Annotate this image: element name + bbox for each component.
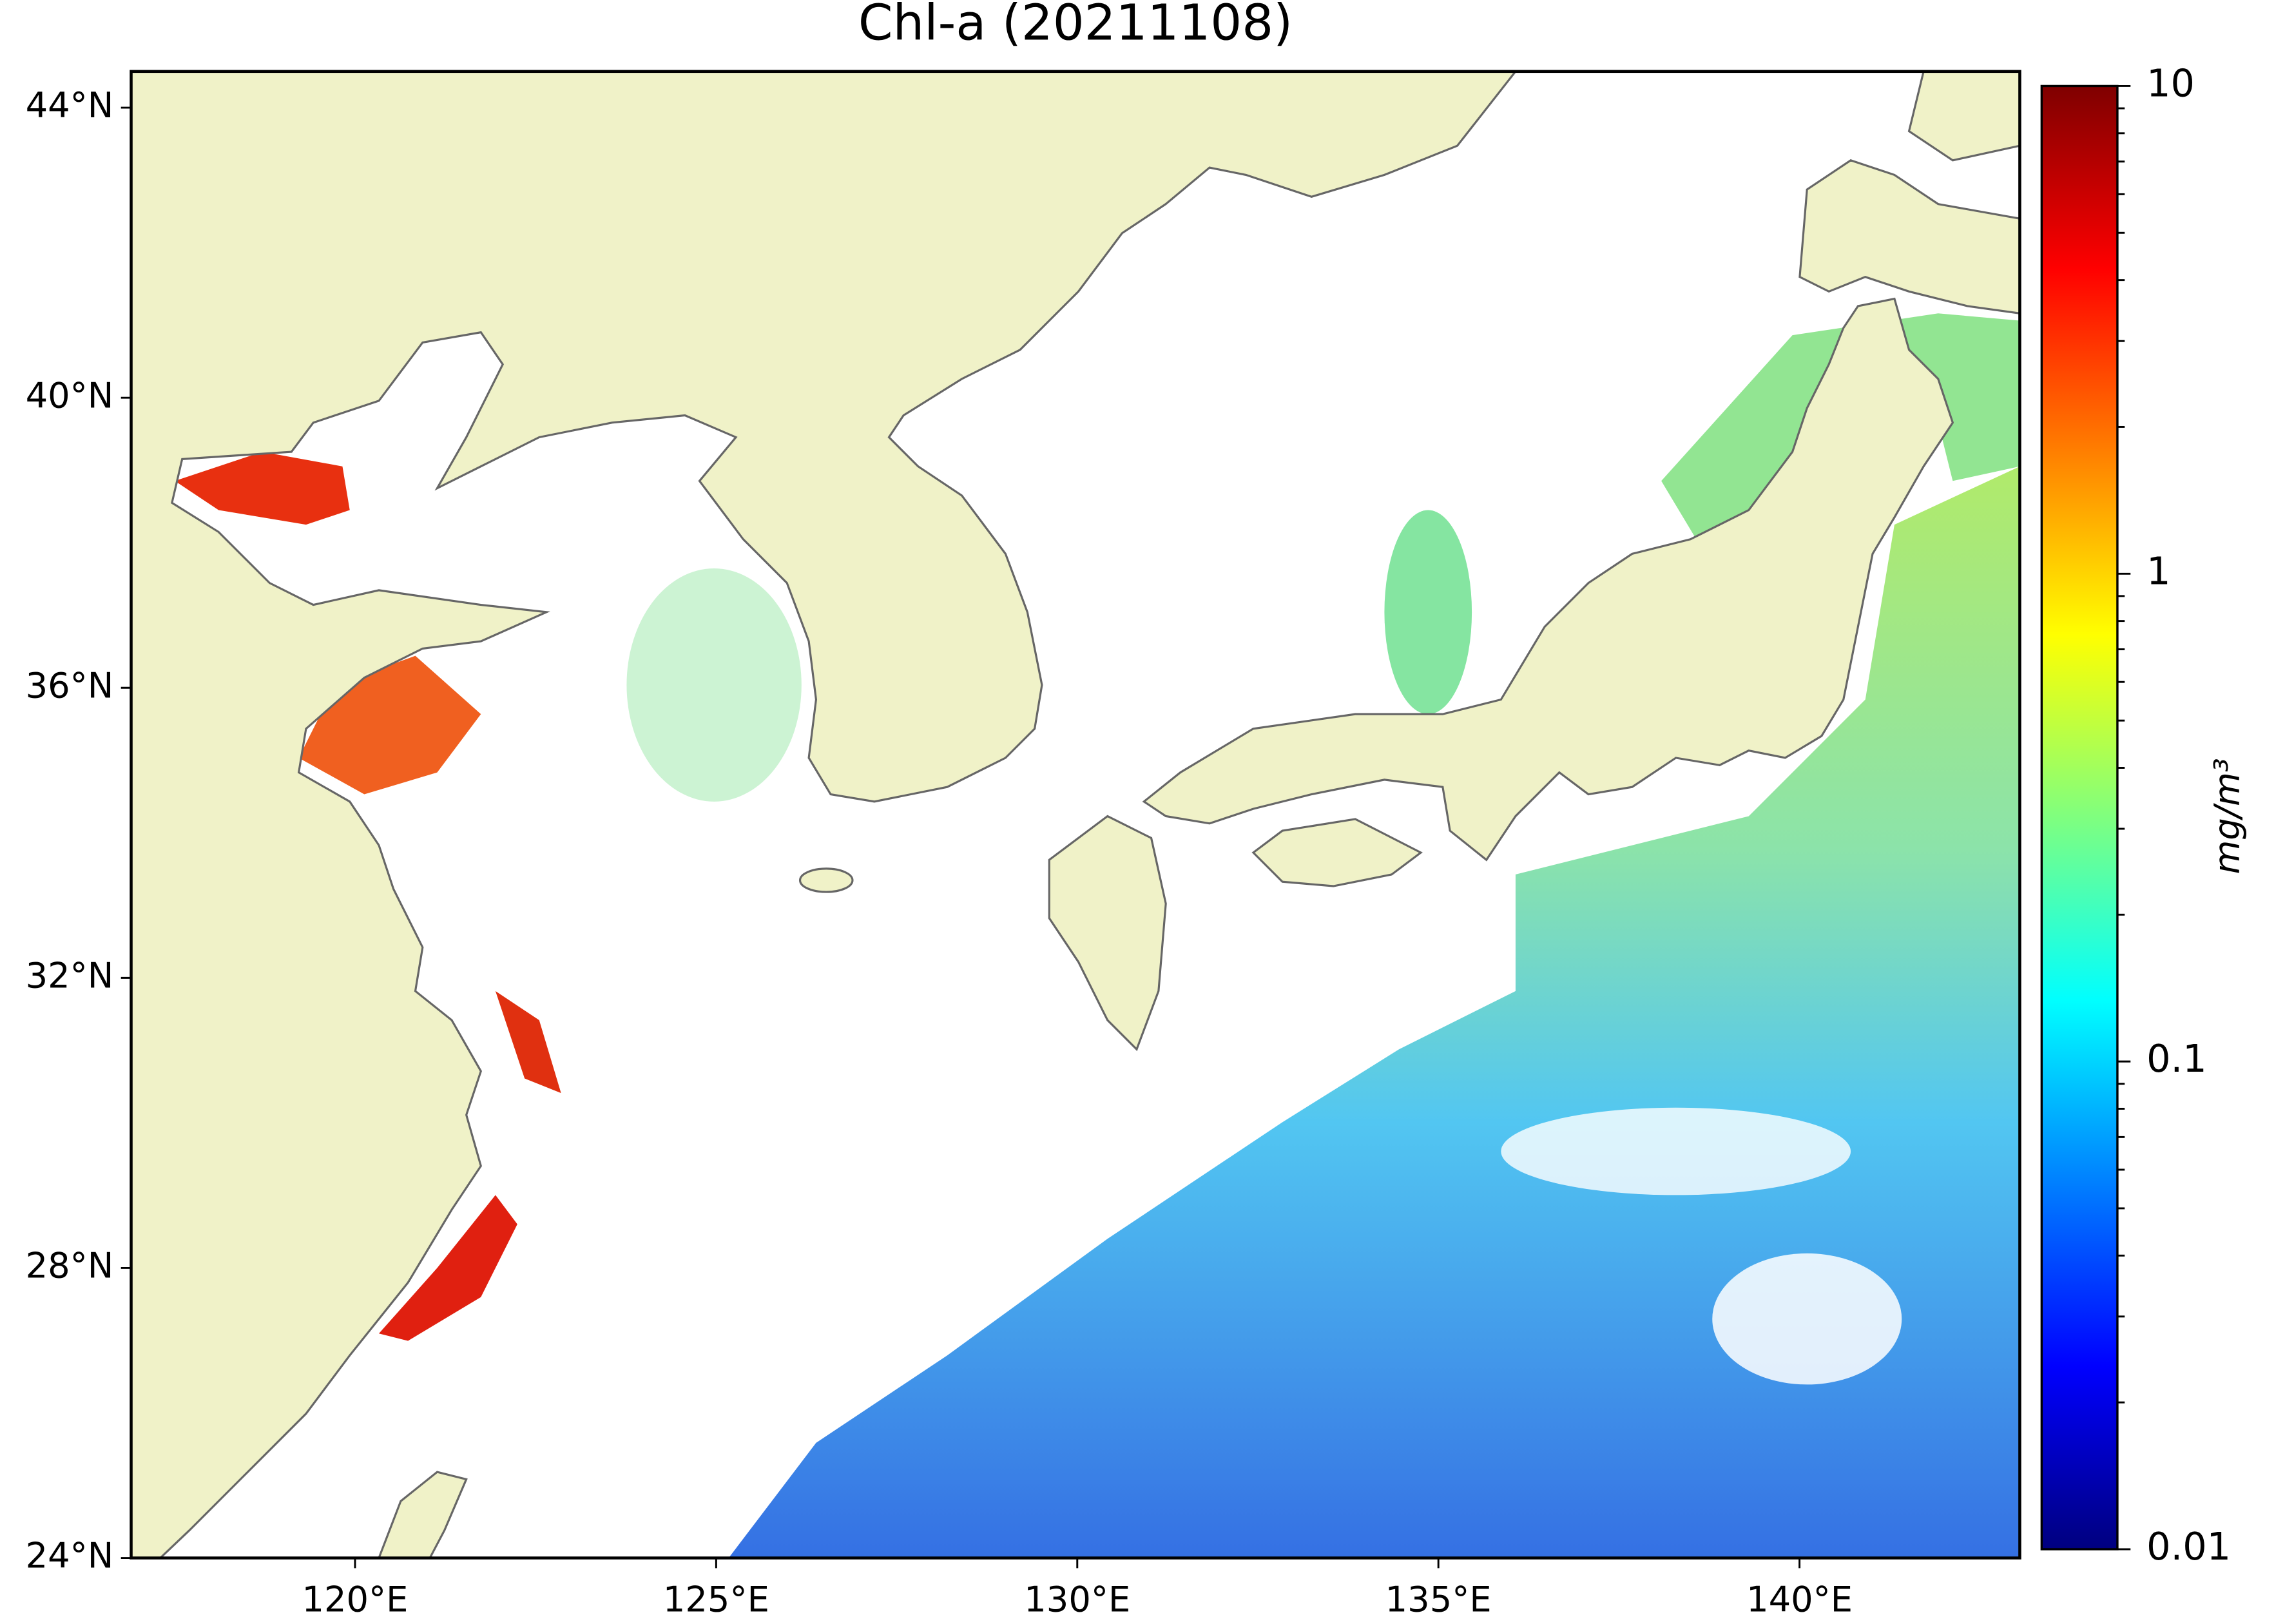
map-frame [130,70,2021,1560]
land-jeju [798,867,854,893]
land-hokkaido [1798,159,2020,314]
cloud-gap [1712,1253,1902,1385]
map-area [131,71,2020,1558]
x-tick-label: 135°E [1385,1580,1492,1620]
x-tick-label: 130°E [1024,1580,1130,1620]
chl-field-pacific [728,466,2020,1558]
chl-field-yellow-sea [626,568,802,802]
chl-field-coast [495,991,561,1094]
land-kyushu [1048,815,1167,1052]
land-sakhalin [1907,71,2020,162]
colorbar-tick-label: 1 [2146,548,2170,593]
x-tick-label: 140°E [1746,1580,1853,1620]
colorbar [2040,84,2119,1551]
colorbar-tick-label: 0.1 [2146,1036,2206,1081]
y-tick-label: 44°N [26,85,114,126]
colorbar-tick-label: 0.01 [2146,1524,2231,1569]
y-tick-label: 32°N [26,955,114,996]
y-tick-label: 28°N [26,1246,114,1286]
colorbar-label: mg/m³ [2207,758,2248,874]
land-taiwan [378,1471,468,1558]
x-tick-label: 125°E [663,1580,769,1620]
colorbar-tick-label: 10 [2146,61,2195,106]
land-asia [131,71,1517,1558]
land-honshu [1142,297,1954,862]
y-tick-label: 40°N [26,375,114,416]
chl-field-japan-sea [1384,510,1472,715]
x-tick-label: 120°E [302,1580,408,1620]
map-title: Chl-a (20211108) [858,0,1293,52]
land-shikoku [1251,818,1423,887]
y-tick-label: 24°N [26,1536,114,1576]
cloud-gap [1501,1107,1851,1195]
chl-field-bohai [175,452,350,525]
y-tick-label: 36°N [26,665,114,706]
chl-field-coast [378,1195,517,1341]
